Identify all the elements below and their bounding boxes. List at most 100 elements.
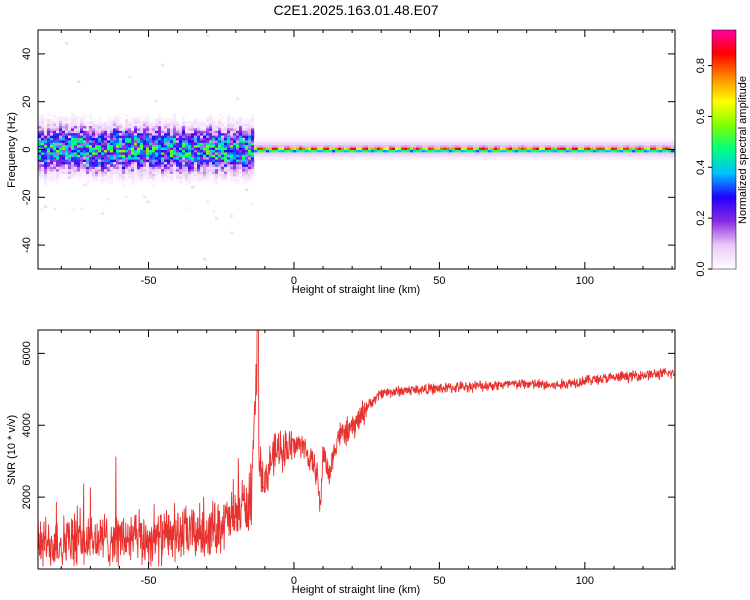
spectrogram-cell [68,116,72,119]
spectrogram-cell [425,147,429,151]
spectrogram-cell [173,116,177,119]
spectrogram-cell [128,164,132,167]
spectrogram-cell [215,138,219,141]
spectrogram-cell [494,138,498,141]
spectrogram-cell [410,157,414,160]
spectrogram-cell [125,126,129,129]
spectrogram-cell [125,174,129,177]
spectrogram-cell [614,157,618,160]
spectrogram-cell [185,123,189,127]
spectrogram-cell [95,171,99,175]
spectrogram-cell [152,176,156,179]
spectrogram-cell [131,145,135,148]
spectrogram-cell [116,123,120,127]
spectrogram-cell [56,181,60,184]
spectrogram-cell [38,118,42,122]
spectrogram-cell [449,138,453,141]
spectrogram-cell [401,147,405,151]
spectrogram-cell [365,157,369,160]
spectrogram-cell [116,174,120,177]
spectrogram-cell [71,116,75,119]
spectrogram-cell [560,154,564,158]
spectrogram-cell [116,176,120,179]
spectrogram-cell [230,133,234,136]
spectrogram-cell [293,152,297,155]
spectrogram-cell [632,154,636,158]
spectrogram-cell [554,142,558,146]
spectrogram-cell [206,118,210,122]
spectrogram-cell [179,138,183,141]
spectrogram-cell [305,145,309,148]
spectrogram-cell [116,133,120,136]
spectrogram-cell [182,142,186,146]
spectrogram-cell [44,133,48,136]
spectrogram-cell [542,147,546,151]
spectrogram-cell [119,152,123,155]
spectrogram-cell [173,123,177,127]
spectrogram-cell [122,123,126,127]
spectrogram-cell [239,171,243,175]
spectrogram-cell [65,128,69,131]
spectrogram-cell [83,150,87,153]
spectrogram-cell [398,140,402,143]
spectrogram-cell [134,176,138,179]
spectrogram-cell [644,145,648,148]
spectrogram-cell [236,159,240,163]
spectrogram-cell [188,133,192,136]
spectrogram-cell [479,157,483,160]
spectrogram-cell [605,142,609,146]
spectrogram-cell [188,145,192,148]
spectrogram-cell [488,138,492,141]
spectrogram-cell [68,118,72,122]
spectrogram-cell [335,150,339,153]
spectrogram-cell [104,164,108,167]
spectrogram-cell [443,157,447,160]
spectrogram-cell [581,152,585,155]
spectrogram-cell [92,176,96,179]
spectrogram-cell [137,166,141,170]
spectrogram-cell [206,147,210,151]
spectrogram-cell [188,126,192,129]
spectrogram-cell [560,142,564,146]
spectrogram-cell [218,162,222,165]
spectrogram-cell [353,145,357,148]
spectrogram-cell [209,152,213,155]
spectrogram-cell [578,150,582,153]
spectrogram-cell [125,152,129,155]
spectrogram-cell [413,147,417,151]
spectrogram-xtick-label: -50 [141,275,157,287]
spectrogram-cell [221,123,225,127]
spectrogram-cell [59,157,63,160]
spectrogram-cell [110,150,114,153]
spectrogram-cell [335,138,339,141]
spectrogram-cell [68,166,72,170]
spectrogram-cell [494,147,498,151]
spectrogram-cell [152,183,156,187]
spectrogram-cell [674,157,675,160]
spectrogram-cell [182,116,186,119]
spectrogram-cell [236,118,240,122]
spectrogram-cell [668,150,672,153]
spectrogram-cell [215,217,219,220]
spectrogram-cell [113,150,117,153]
spectrogram-cell [431,147,435,151]
spectrogram-cell [650,142,654,146]
spectrogram-cell [77,142,81,146]
spectrogram-cell [656,145,660,148]
spectrogram-cell [209,157,213,160]
spectrogram-cell [245,118,249,122]
spectrogram-cell [128,171,132,175]
spectrogram-cell [353,157,357,160]
spectrogram-cell [167,118,171,122]
spectrogram-cell [80,171,84,175]
spectrogram-cell [578,145,582,148]
spectrogram-cell [344,154,348,158]
spectrogram-cell [566,147,570,151]
spectrogram-cell [671,147,675,151]
spectrogram-cell [224,135,228,139]
spectrogram-cell [119,171,123,175]
spectrogram-cell [131,181,135,184]
spectrogram-cell [383,138,387,141]
spectrogram-cell [197,174,201,177]
spectrogram-cell [473,140,477,143]
